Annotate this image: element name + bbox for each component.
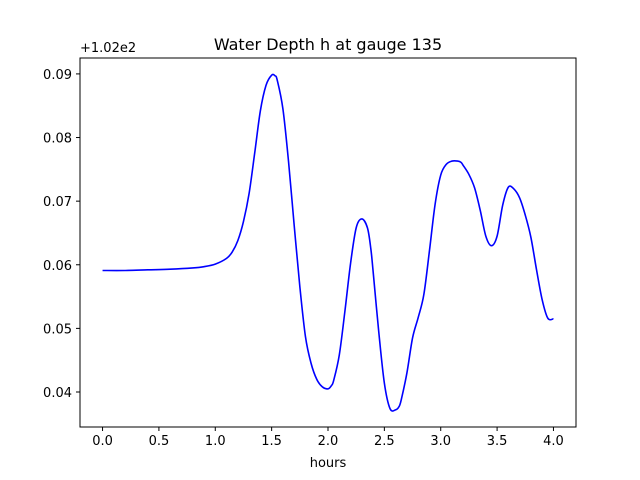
x-tick-label: 3.0 <box>430 434 451 449</box>
x-tick-label: 3.5 <box>487 434 508 449</box>
y-tick-label: 0.09 <box>43 68 72 83</box>
x-axis-label: hours <box>310 456 347 471</box>
x-tick-label: 0.5 <box>149 434 170 449</box>
y-tick-label: 0.07 <box>43 195 72 210</box>
x-tick-label: 2.5 <box>374 434 395 449</box>
y-tick-label: 0.05 <box>43 322 72 337</box>
y-tick-label: 0.04 <box>43 386 72 401</box>
plot-area-frame <box>79 57 577 428</box>
chart-title: Water Depth h at gauge 135 <box>214 35 442 54</box>
x-tick-label: 1.5 <box>261 434 282 449</box>
x-tick-label: 4.0 <box>543 434 564 449</box>
x-tick-label: 0.0 <box>92 434 113 449</box>
axis-ticks: 0.0 0.5 1.0 1.5 2.0 2.5 3.0 3.5 4.0 0.04 0.05 0.06 0… <box>43 68 564 449</box>
y-offset-label: +1.02e2 <box>80 41 136 56</box>
x-tick-label: 2.0 <box>318 434 339 449</box>
y-tick-label: 0.06 <box>43 259 72 274</box>
y-tick-label: 0.08 <box>43 132 72 147</box>
series-layer <box>102 73 554 412</box>
water-depth-line <box>102 73 554 412</box>
x-tick-label: 1.0 <box>205 434 226 449</box>
